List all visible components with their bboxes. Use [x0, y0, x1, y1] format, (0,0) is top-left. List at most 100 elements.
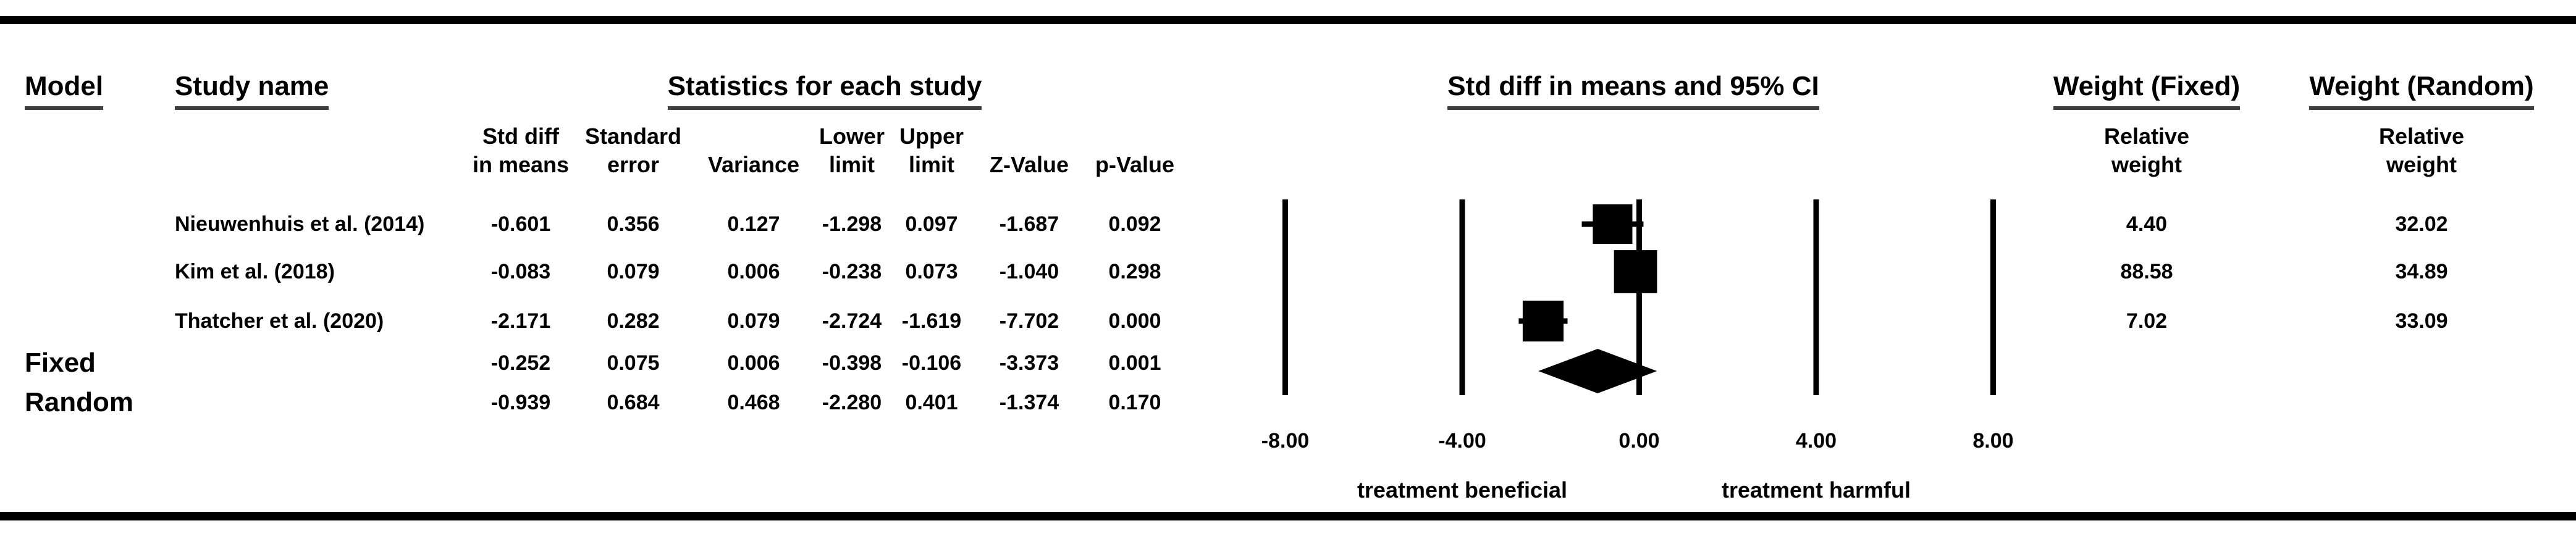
column-header-z-value: Z-Value: [961, 122, 1097, 179]
column-header-relative-weight-random-line2: weight: [2386, 152, 2457, 177]
study-name: Nieuwenhuis et al. (2014): [175, 212, 425, 236]
standard-error-value: 0.684: [607, 391, 660, 414]
study-name-column-header-label: Study name: [175, 72, 329, 110]
table-row: Kim et al. (2018) -0.083 0.079 0.006 -0.…: [0, 256, 2576, 288]
lower-limit-value: -2.280: [822, 391, 882, 414]
weight-random-value: 33.09: [2395, 309, 2448, 333]
standard-error-value: 0.075: [607, 351, 660, 375]
table-row-summary-fixed: Fixed -0.252 0.075 0.006 -0.398 -0.106 -…: [0, 347, 2576, 379]
x-axis-tick-label: 8.00: [1972, 429, 2014, 453]
std-diff-value: -0.252: [490, 351, 551, 375]
x-axis-tick-label: -8.00: [1261, 429, 1310, 453]
statistics-group-header: Statistics for each study: [578, 72, 1072, 110]
table-row: Nieuwenhuis et al. (2014) -0.601 0.356 0…: [0, 208, 2576, 240]
variance-value: 0.127: [727, 212, 780, 236]
variance-value: 0.006: [727, 351, 780, 375]
p-value: 0.001: [1108, 351, 1161, 375]
study-square: [1593, 204, 1633, 244]
x-axis-tick-label: 4.00: [1795, 429, 1837, 453]
direction-label-beneficial: treatment beneficial: [1357, 477, 1568, 503]
study-name: Thatcher et al. (2020): [175, 309, 384, 333]
column-header-lower-limit-line2: limit: [828, 152, 875, 177]
z-value: -7.702: [999, 309, 1059, 333]
weight-fixed-group-header-label: Weight (Fixed): [2053, 72, 2241, 110]
plot-group-header-label: Std diff in means and 95% CI: [1447, 72, 1819, 110]
p-value: 0.092: [1108, 212, 1161, 236]
x-axis-tick-label: -4.00: [1438, 429, 1486, 453]
column-header-upper-limit: Upper limit: [870, 122, 993, 179]
standard-error-value: 0.356: [607, 212, 660, 236]
column-header-standard-error: Standard error: [559, 122, 707, 179]
plot-group-header: Std diff in means and 95% CI: [1386, 72, 1880, 110]
variance-value: 0.468: [727, 391, 780, 414]
table-row-summary-random: Random -0.939 0.684 0.468 -2.280 0.401 -…: [0, 386, 2576, 419]
column-header-relative-weight-fixed-line2: weight: [2111, 152, 2182, 177]
column-header-std-diff-line2: in means: [472, 152, 570, 177]
variance-value: 0.079: [727, 309, 780, 333]
column-header-p-value: p-Value: [1067, 122, 1203, 179]
forest-plot-svg: [1282, 199, 1996, 395]
lower-limit-value: -0.238: [822, 260, 882, 283]
forest-plot: [1260, 185, 2051, 407]
standard-error-value: 0.079: [607, 260, 660, 283]
study-name-column-header: Study name: [175, 72, 329, 110]
weight-fixed-value: 4.40: [2126, 212, 2168, 236]
column-header-upper-limit-line2: limit: [908, 152, 954, 177]
column-header-standard-error-line2: error: [607, 152, 660, 177]
p-value: 0.000: [1108, 309, 1161, 333]
column-header-relative-weight-random-line1: Relative: [2378, 123, 2465, 149]
column-header-z-value-label: Z-Value: [989, 152, 1069, 177]
weight-fixed-value: 88.58: [2120, 260, 2173, 283]
lower-limit-value: -0.398: [822, 351, 882, 375]
column-header-relative-weight-random: Relative weight: [2329, 122, 2514, 179]
weight-fixed-value: 7.02: [2126, 309, 2168, 333]
std-diff-value: -0.939: [490, 391, 551, 414]
study-square: [1522, 300, 1564, 342]
table-row: Thatcher et al. (2020) -2.171 0.282 0.07…: [0, 305, 2576, 337]
study-name: Kim et al. (2018): [175, 260, 335, 283]
p-value: 0.170: [1108, 391, 1161, 414]
summary-diamond: [1538, 349, 1657, 393]
model-column-header-label: Model: [25, 72, 104, 110]
std-diff-value: -0.083: [490, 260, 551, 283]
column-header-upper-limit-line1: Upper: [899, 123, 964, 149]
column-header-standard-error-line1: Standard: [584, 123, 682, 149]
standard-error-value: 0.282: [607, 309, 660, 333]
upper-limit-value: -0.106: [901, 351, 962, 375]
upper-limit-value: -1.619: [901, 309, 962, 333]
p-value: 0.298: [1108, 260, 1161, 283]
z-value: -1.040: [999, 260, 1059, 283]
model-label: Fixed: [25, 348, 96, 378]
x-axis-tick-label: 0.00: [1618, 429, 1660, 453]
upper-limit-value: 0.401: [905, 391, 958, 414]
column-header-variance: Variance: [680, 122, 828, 179]
direction-label-harmful: treatment harmful: [1721, 477, 1911, 503]
column-header-relative-weight-fixed: Relative weight: [2054, 122, 2239, 179]
std-diff-value: -2.171: [490, 309, 551, 333]
top-rule: [0, 16, 2576, 24]
weight-random-group-header-label: Weight (Random): [2309, 72, 2534, 110]
bottom-rule: [0, 512, 2576, 520]
upper-limit-value: 0.073: [905, 260, 958, 283]
weight-random-group-header: Weight (Random): [2298, 72, 2545, 110]
std-diff-value: -0.601: [490, 212, 551, 236]
weight-random-value: 32.02: [2395, 212, 2448, 236]
weight-fixed-group-header: Weight (Fixed): [2023, 72, 2270, 110]
column-header-lower-limit-line1: Lower: [819, 123, 885, 149]
weight-random-value: 34.89: [2395, 260, 2448, 283]
column-header-std-diff-line1: Std diff: [482, 123, 559, 149]
z-value: -3.373: [999, 351, 1059, 375]
lower-limit-value: -2.724: [822, 309, 882, 333]
column-header-variance-label: Variance: [707, 152, 800, 177]
model-label: Random: [25, 387, 133, 417]
column-header-p-value-spacer: [1067, 122, 1203, 151]
z-value: -1.374: [999, 391, 1059, 414]
statistics-group-header-label: Statistics for each study: [667, 72, 982, 110]
column-header-lower-limit: Lower limit: [790, 122, 914, 179]
z-value: -1.687: [999, 212, 1059, 236]
study-square: [1614, 250, 1657, 293]
model-column-header: Model: [25, 72, 104, 110]
upper-limit-value: 0.097: [905, 212, 958, 236]
column-header-relative-weight-fixed-line1: Relative: [2103, 123, 2190, 149]
